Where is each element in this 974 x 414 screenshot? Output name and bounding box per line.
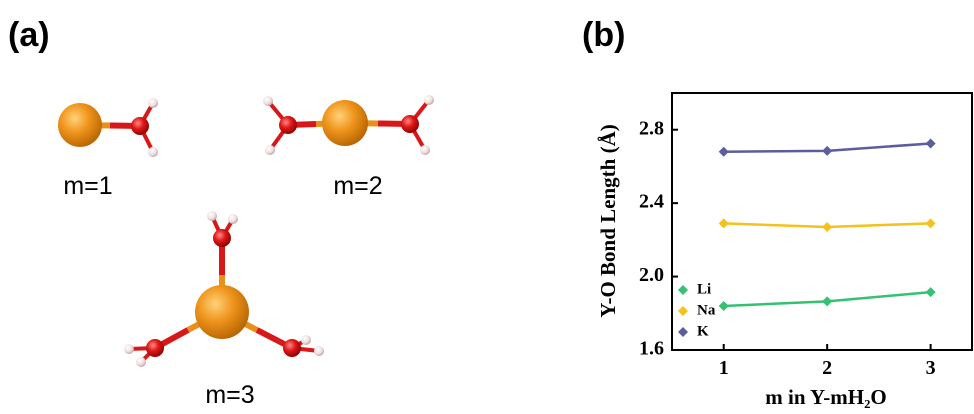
panel-label: (a): [8, 16, 50, 54]
y-tick-label: 1.6: [639, 338, 664, 360]
legend-label: Li: [697, 281, 711, 297]
legend-marker: [678, 327, 688, 337]
legend-label: Na: [697, 302, 716, 318]
data-point: [822, 146, 832, 156]
legend-label: K: [697, 323, 709, 339]
molecule: [58, 98, 158, 157]
y-tick-label: 2.8: [639, 117, 664, 139]
molecule-label: m=2: [333, 172, 382, 200]
plot-frame: [672, 93, 972, 350]
data-point: [926, 287, 936, 297]
y-axis-label: Y-O Bond Length (Å): [596, 124, 620, 318]
data-point: [719, 301, 729, 311]
y-tick-label: 2.0: [639, 264, 664, 286]
data-point: [822, 222, 832, 232]
x-axis-label: m in Y-mH₂O: [765, 385, 886, 409]
molecule: [263, 95, 434, 155]
data-point: [822, 296, 832, 306]
x-tick-label: 2: [822, 357, 832, 379]
data-point: [719, 147, 729, 157]
figure: (a) (b) m=1 m=2: [0, 0, 974, 414]
molecule-label: m=1: [63, 172, 112, 200]
x-tick-label: 1: [719, 357, 729, 379]
data-point: [926, 218, 936, 228]
y-tick-label: 2.4: [639, 191, 664, 213]
legend-marker: [678, 285, 688, 295]
data-point: [719, 218, 729, 228]
panel-label: (b): [582, 16, 625, 54]
legend-marker: [678, 306, 688, 316]
molecule: [124, 211, 324, 367]
data-point: [926, 138, 936, 148]
x-tick-label: 3: [926, 357, 936, 379]
molecule-label: m=3: [205, 381, 254, 409]
